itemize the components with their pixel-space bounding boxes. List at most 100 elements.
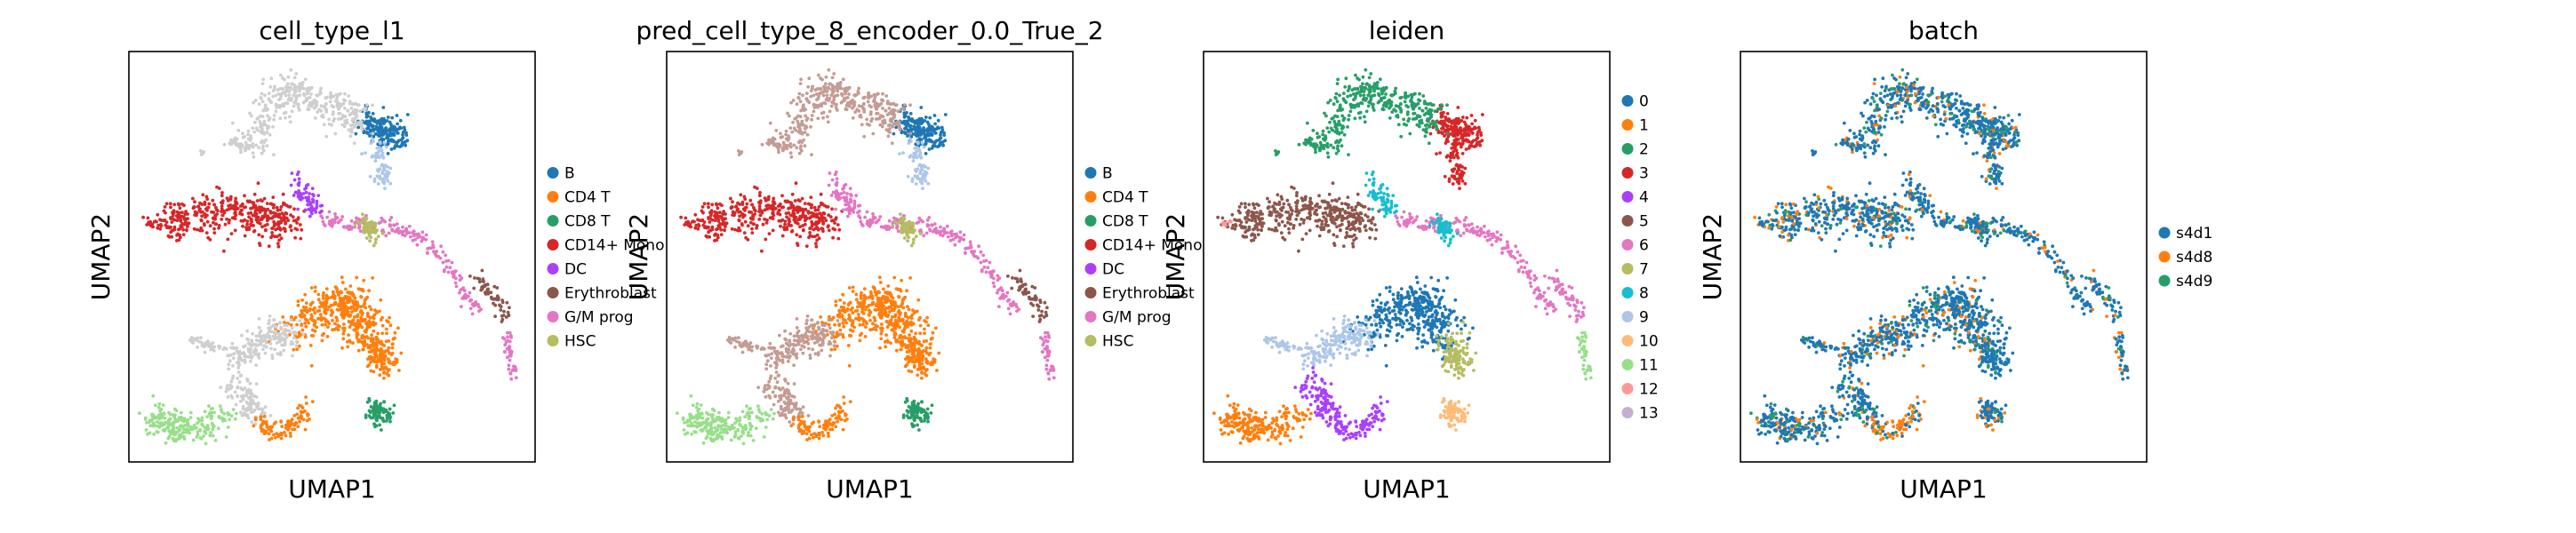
scatter-point [175,210,180,214]
scatter-point [308,103,313,107]
scatter-point [334,98,339,102]
scatter-point [292,76,297,80]
scatter-point [492,297,496,301]
scatter-point [829,347,834,352]
scatter-point [159,224,164,228]
scatter-point [204,341,208,345]
scatter-point [404,143,407,147]
scatter-point [284,211,289,216]
scatter-point [815,87,820,91]
scatter-point [827,86,831,91]
scatter-point [697,224,701,228]
scatter-point [353,328,356,332]
scatter-point [1006,298,1011,302]
scatter-point [857,301,861,306]
scatter-point [885,314,890,318]
scatter-point [866,99,870,104]
scatter-point [368,305,372,308]
scatter-point [308,208,313,212]
scatter-point [892,336,897,339]
scatter-point [246,200,251,204]
scatter-point [244,391,249,395]
scatter-point [842,306,846,310]
scatter-point [335,216,340,220]
scatter-point [372,227,377,231]
scatter-point [778,212,782,217]
scatter-point [460,297,465,300]
scatter-point [982,259,986,263]
scatter-point [274,93,278,98]
scatter-point [378,352,382,355]
scatter-point [919,165,924,170]
scatter-point [241,219,245,223]
scatter-point [911,155,916,159]
scatter-point [372,370,376,374]
scatter-point [424,233,428,237]
scatter-point [848,197,852,202]
scatter-point [442,269,446,274]
scatter-point [314,104,318,108]
scatter-point [862,95,867,99]
scatter-point [160,219,164,223]
scatter-point [262,414,267,418]
scatter-point [707,205,710,210]
scatter-point [366,225,370,229]
scatter-point [267,244,271,248]
scatter-point [831,90,836,94]
scatter-point [350,127,354,131]
scatter-point [324,110,329,114]
scatter-point [326,325,330,329]
scatter-point [253,417,258,420]
scatter-point [155,219,158,224]
scatter-point [164,211,167,215]
scatter-point [1000,289,1004,293]
scatter-point [808,227,812,230]
scatter-point [842,301,846,305]
scatter-point [830,76,835,80]
scatter-point [380,148,384,152]
scatter-point [827,68,831,72]
scatter-point [214,222,219,227]
scatter-point [834,217,838,221]
scatter-point [325,295,330,298]
scatter-point [793,215,797,219]
scatter-point [297,180,301,185]
scatter-point [708,220,712,224]
scatter-point [203,410,207,414]
scatter-point [263,212,268,217]
scatter-point [1020,283,1025,288]
scatter-point [915,130,919,134]
scatter-point [263,336,268,339]
scatter-point [360,334,364,338]
scatter-point [352,315,356,319]
scatter-point [799,77,803,82]
scatter-point [1036,308,1041,312]
scatter-point [371,131,375,136]
scatter-point [765,207,770,211]
scatter-point [363,344,366,348]
scatter-point [260,199,264,203]
scatter-point [293,235,297,240]
scatter-point [350,298,355,303]
scatter-point [261,77,265,82]
scatter-point [372,401,377,405]
scatter-point [953,243,957,247]
scatter-point [836,236,841,241]
scatter-point [320,322,324,327]
scatter-point [284,216,289,220]
scatter-point [917,120,921,124]
scatter-point [203,200,207,204]
scatter-point [506,335,509,339]
scatter-point [1035,296,1038,300]
scatter-point [854,316,858,321]
scatter-point [251,213,255,218]
scatter-point [198,201,202,205]
scatter-point [508,358,512,362]
scatter-point [404,229,409,234]
scatter-point [918,163,922,167]
scatter-point [236,206,240,211]
scatter-point [268,342,273,346]
scatter-point [367,289,371,293]
scatter-point [914,331,917,336]
scatter-point [361,347,365,352]
